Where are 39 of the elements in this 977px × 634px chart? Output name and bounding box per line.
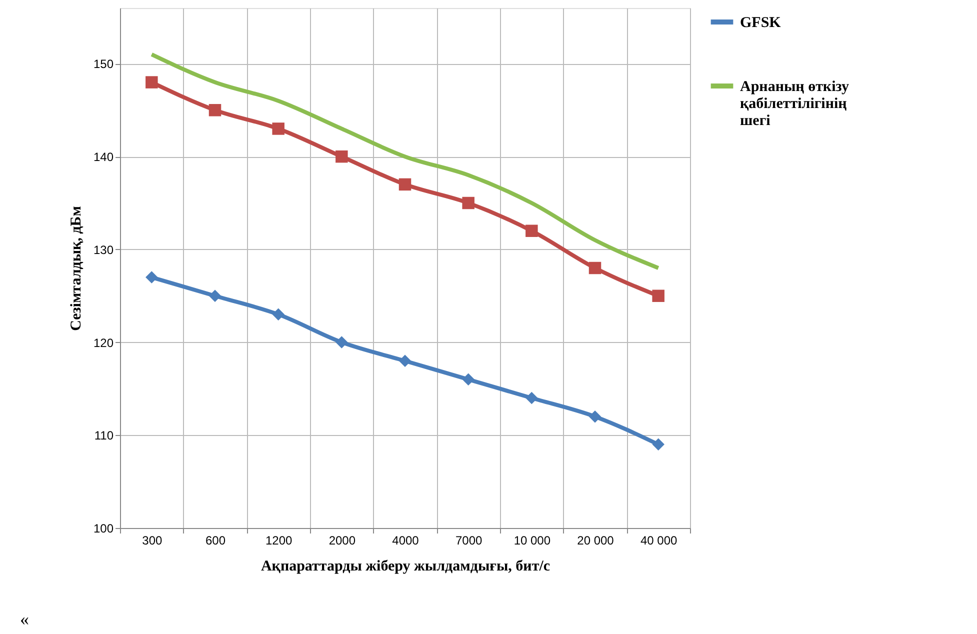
legend-label: Арнаның өткізу қабілеттілігінің шегі [740, 79, 850, 129]
y-tick-label: 120 [93, 336, 114, 350]
point [652, 290, 664, 302]
point [208, 104, 222, 116]
y-axis-title: Сезімталдық, дБм [68, 206, 84, 331]
x-tick-label: 4000 [392, 534, 420, 548]
point [336, 336, 348, 348]
point [146, 271, 158, 284]
point [398, 354, 412, 367]
x-tick-label: 7000 [455, 534, 483, 548]
point [526, 224, 538, 237]
x-tick-label: 2000 [328, 534, 356, 548]
point [652, 438, 664, 451]
text: « [20, 609, 29, 629]
y-tick-label: 110 [94, 428, 114, 443]
y-tick-label: 150 [93, 57, 114, 72]
y-tick-label: 130 [93, 242, 114, 257]
legend-label: GFSK [740, 15, 782, 31]
x-tick-label: 300 [142, 534, 162, 548]
point [462, 373, 474, 386]
y-tick-label: 100 [93, 522, 114, 536]
point [588, 262, 602, 274]
point [146, 76, 158, 88]
x-tick-label: 40 000 [640, 534, 678, 548]
point [462, 196, 474, 210]
point [272, 122, 284, 135]
point [336, 150, 348, 163]
x-tick-label: 600 [205, 534, 226, 548]
x-tick-label: 1200 [265, 534, 293, 548]
point [526, 392, 538, 404]
y-tick-label: 140 [93, 150, 114, 164]
x-axis-title: Ақпараттарды жіберу жылдамдығы, бит/с [260, 558, 550, 574]
point [208, 290, 222, 302]
x-tick-label: 10 000 [514, 534, 551, 548]
line-series [150, 52, 660, 270]
point [588, 410, 602, 423]
point [398, 178, 412, 191]
point [272, 308, 284, 321]
x-tick-label: 20 000 [577, 534, 614, 548]
